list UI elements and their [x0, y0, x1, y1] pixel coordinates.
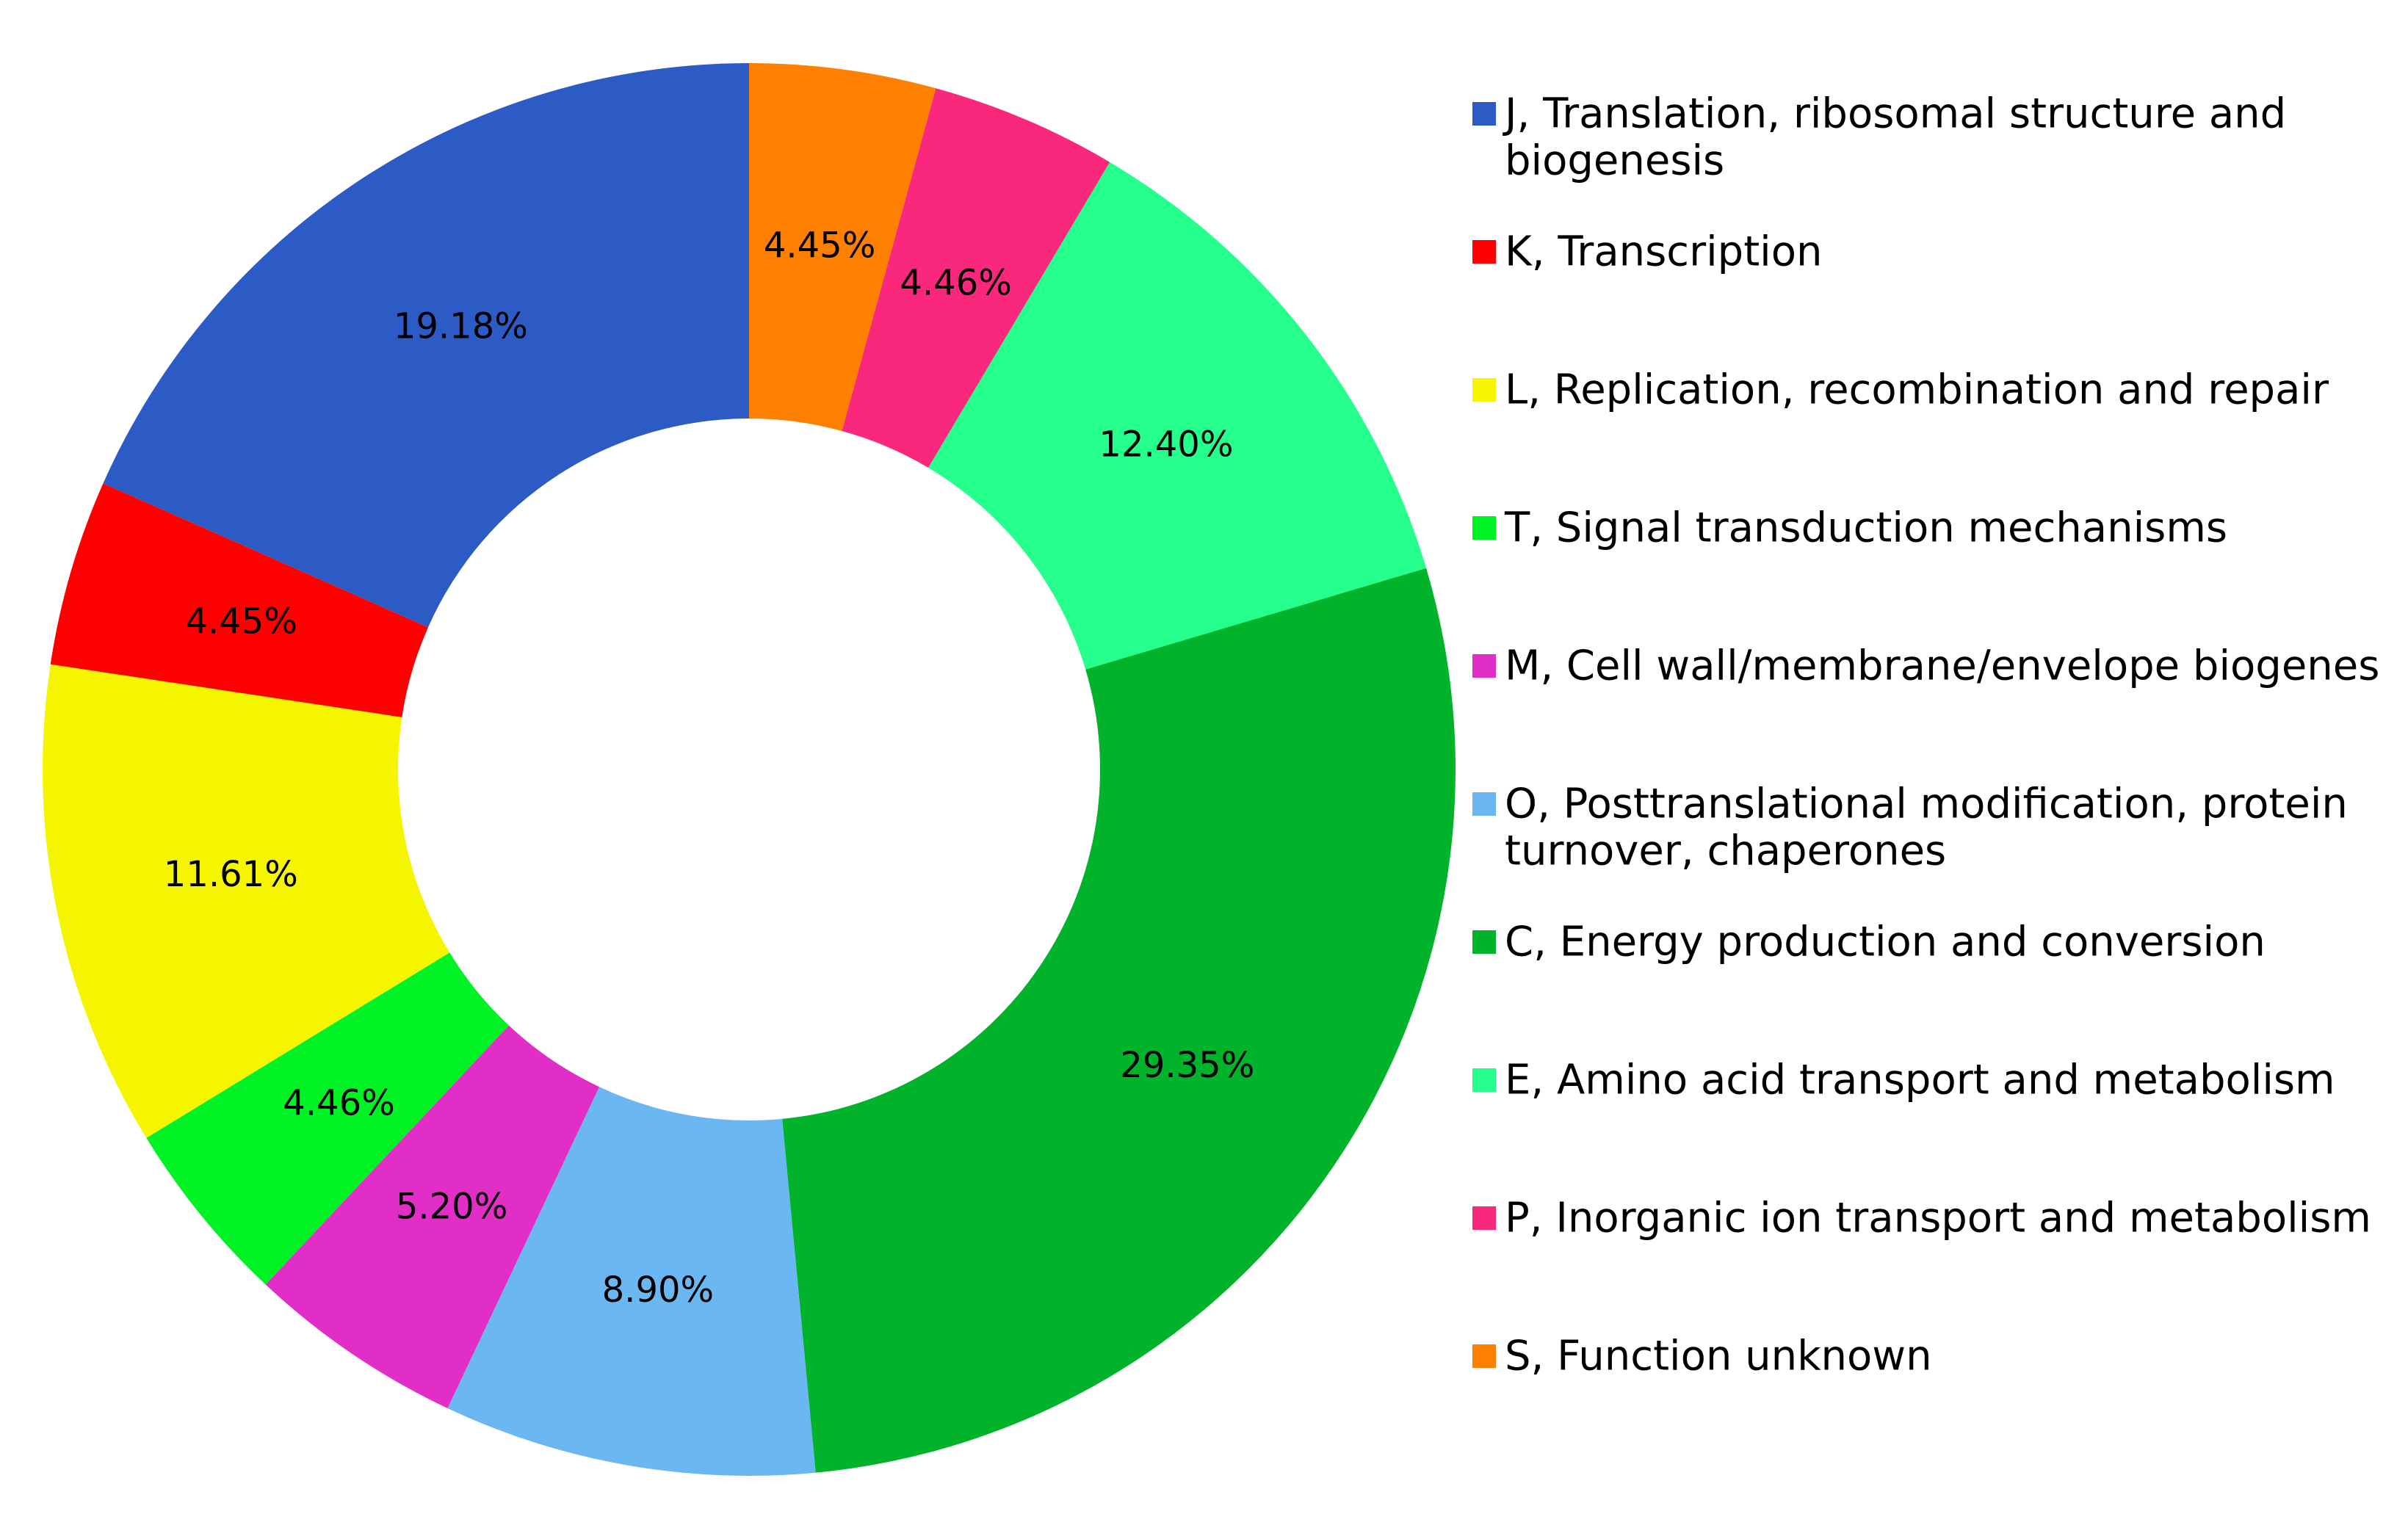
- legend-label-k: K, Transcription: [1505, 228, 1823, 276]
- slice-p: [842, 88, 1110, 468]
- legend-swatch-c: [1472, 930, 1496, 954]
- legend-swatch-o: [1472, 792, 1496, 816]
- slice-label-e: 12.40%: [1099, 424, 1233, 465]
- slice-label-c: 29.35%: [1120, 1045, 1254, 1086]
- slice-label-o: 8.90%: [602, 1269, 714, 1311]
- slice-label-k: 4.45%: [185, 601, 297, 642]
- slice-o: [447, 1087, 816, 1476]
- legend-label-l: L, Replication, recombination and repair: [1505, 366, 2329, 414]
- slice-m: [265, 1025, 600, 1409]
- legend: J, Translation, ribosomal structure and b…: [1472, 90, 2379, 1380]
- slice-label-t: 4.46%: [283, 1082, 394, 1123]
- legend-swatch-j: [1472, 102, 1496, 126]
- slices-group: [42, 63, 1456, 1476]
- legend-label-t: T, Signal transduction mechanisms: [1504, 504, 2227, 552]
- slice-k: [50, 483, 428, 717]
- slice-j: [103, 63, 749, 628]
- slice-label-l: 11.61%: [164, 854, 298, 895]
- slice-t: [146, 952, 509, 1285]
- slice-labels-group: 4.45% 4.46% 12.40% 29.35% 8.90% 5.20% 4.46% 11.…: [164, 225, 1255, 1311]
- legend-label-m: M, Cell wall/membrane/envelope biogenes: [1505, 642, 2379, 690]
- slice-l: [42, 664, 450, 1138]
- legend-label-c: C, Energy production and conversion: [1505, 919, 2266, 966]
- legend-label-p: P, Inorganic ion transport and metabolis…: [1505, 1195, 2371, 1242]
- legend-swatch-l: [1472, 378, 1496, 402]
- slice-label-s: 4.45%: [764, 225, 875, 266]
- legend-swatch-k: [1472, 240, 1496, 264]
- legend-label-s: S, Function unknown: [1505, 1333, 1932, 1380]
- legend-swatch-e: [1472, 1068, 1496, 1092]
- slice-label-p: 4.46%: [900, 262, 1011, 303]
- slice-label-m: 5.20%: [396, 1186, 507, 1227]
- slice-e: [928, 162, 1427, 670]
- slice-s: [749, 63, 936, 432]
- legend-label-j: J, Translation, ribosomal structure and b…: [1503, 90, 2286, 185]
- legend-swatch-t: [1472, 516, 1496, 540]
- legend-swatch-p: [1472, 1206, 1496, 1230]
- slice-label-j: 19.18%: [394, 305, 528, 347]
- legend-label-e: E, Amino acid transport and metabolism: [1505, 1057, 2335, 1104]
- legend-swatch-s: [1472, 1344, 1496, 1368]
- legend-label-o: O, Posttranslational modification, prote…: [1505, 780, 2348, 875]
- legend-swatch-m: [1472, 654, 1496, 678]
- slice-c: [782, 568, 1456, 1473]
